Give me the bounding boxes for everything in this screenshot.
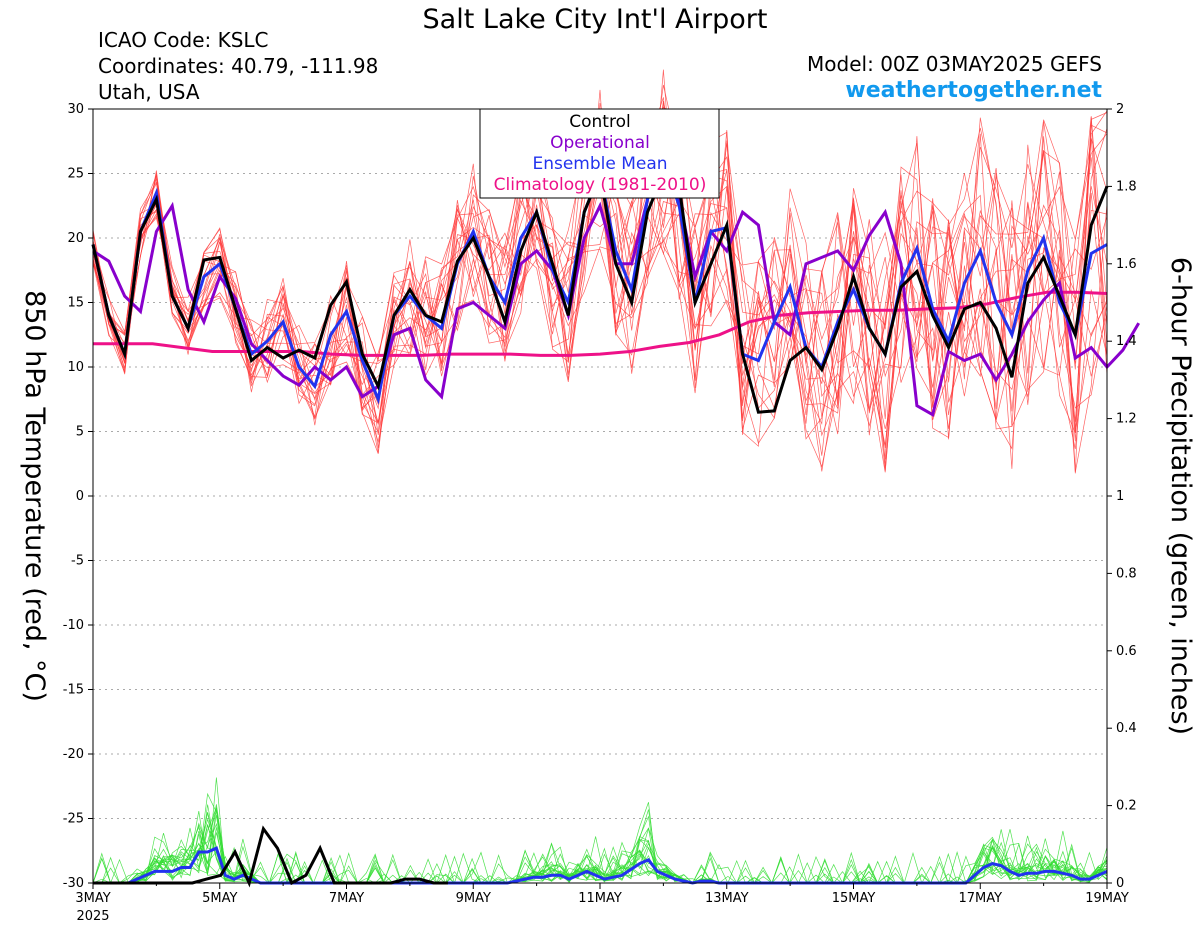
- right-tick-label: 1.6: [1116, 257, 1137, 272]
- right-axis-label: 6-hour Precipitation (green, inches): [1165, 257, 1196, 735]
- left-tick-label: -25: [63, 812, 84, 827]
- legend-climatology: Climatology (1981-2010): [494, 175, 707, 195]
- x-tick-label: 13MAY: [705, 891, 749, 906]
- right-tick-label: 1.2: [1116, 412, 1137, 427]
- left-tick-label: -5: [71, 554, 84, 569]
- left-tick-label: 25: [67, 167, 84, 182]
- chart-title: Salt Lake City Int'l Airport: [423, 4, 768, 35]
- icao-code: ICAO Code: KSLC: [98, 28, 269, 52]
- right-tick-label: 1.8: [1116, 179, 1137, 194]
- legend-control: Control: [569, 112, 630, 132]
- right-tick-label: 0.6: [1116, 644, 1137, 659]
- gridlines: [93, 173, 1107, 819]
- right-tick-label: 1.4: [1116, 334, 1137, 349]
- axis-ticks: 302520151050-5-10-15-20-25-3021.81.61.41…: [63, 102, 1137, 924]
- legend-box: [479, 108, 720, 199]
- legend-operational: Operational: [550, 133, 650, 153]
- right-tick-label: 2: [1116, 102, 1124, 117]
- x-tick-label: 3MAY: [75, 891, 110, 906]
- right-tick-label: 0.8: [1116, 566, 1137, 581]
- left-tick-label: -30: [63, 876, 84, 891]
- left-tick-label: 20: [67, 231, 84, 246]
- x-tick-label: 15MAY: [832, 891, 876, 906]
- site-link[interactable]: weathertogether.net: [845, 78, 1102, 103]
- year-label: 2025: [76, 909, 109, 924]
- x-tick-label: 11MAY: [578, 891, 622, 906]
- right-tick-label: 0.2: [1116, 799, 1137, 814]
- left-tick-label: 30: [67, 102, 84, 117]
- left-tick-label: -20: [63, 747, 84, 762]
- model-run: Model: 00Z 03MAY2025 GEFS: [807, 52, 1102, 76]
- temp-member-line: [92, 89, 1108, 473]
- legend: Control Operational Ensemble Mean Climat…: [479, 108, 720, 199]
- precip-member-line: [93, 792, 1108, 884]
- left-tick-label: 5: [76, 425, 84, 440]
- left-tick-label: 10: [67, 360, 84, 375]
- legend-ensemble-mean: Ensemble Mean: [532, 154, 667, 174]
- left-tick-label: 15: [67, 296, 84, 311]
- x-tick-label: 9MAY: [456, 891, 491, 906]
- x-tick-label: 19MAY: [1085, 891, 1129, 906]
- left-axis-label: 850 hPa Temperature (red, °C): [19, 290, 50, 702]
- left-tick-label: 0: [76, 489, 84, 504]
- right-tick-label: 0.4: [1116, 721, 1137, 736]
- x-tick-label: 7MAY: [329, 891, 364, 906]
- plot-frame: [92, 108, 1108, 884]
- coordinates: Coordinates: 40.79, -111.98: [98, 54, 378, 78]
- left-tick-label: -10: [63, 618, 84, 633]
- x-tick-label: 17MAY: [958, 891, 1002, 906]
- x-tick-label: 5MAY: [202, 891, 237, 906]
- temp-member-line: [92, 113, 1108, 460]
- left-tick-label: -15: [63, 683, 84, 698]
- right-tick-label: 0: [1116, 876, 1124, 891]
- region: Utah, USA: [98, 80, 200, 104]
- right-tick-label: 1: [1116, 489, 1124, 504]
